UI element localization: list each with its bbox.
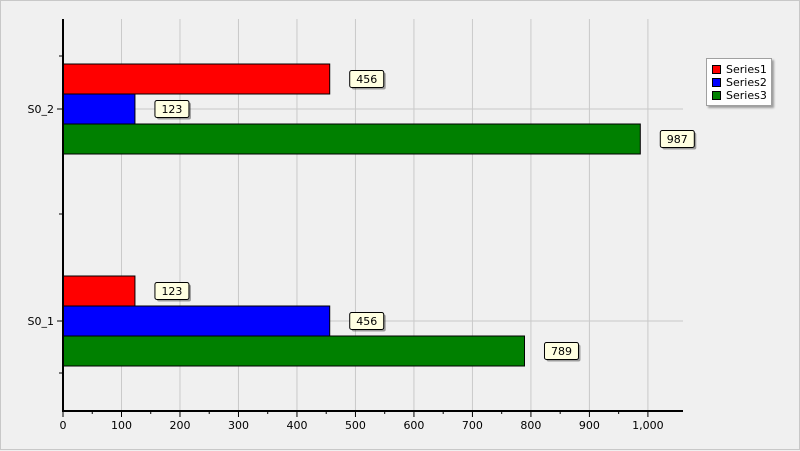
data-label-text: 456 <box>356 315 377 328</box>
data-label-series1-s0_2: 456 <box>349 70 386 90</box>
bar-series3-s0_1 <box>62 335 525 367</box>
x-tick-label: 400 <box>286 419 307 432</box>
data-labels: 123 456 789 456 123 987 <box>154 70 697 362</box>
x-tick-label: 500 <box>345 419 366 432</box>
legend-item-series2: Series2 <box>712 76 771 89</box>
legend: Series1 Series2 Series3 <box>706 58 772 106</box>
data-label-series1-s0_1: 123 <box>154 282 191 302</box>
bar-series1-s0_1 <box>62 275 136 307</box>
y-tick-label: S0_1 <box>28 315 54 328</box>
x-tick-label: 300 <box>228 419 249 432</box>
x-tick-label: 1,000 <box>632 419 664 432</box>
data-label-series2-s0_2: 123 <box>154 100 191 120</box>
x-tick-label: 700 <box>462 419 483 432</box>
legend-swatch-series2 <box>712 78 721 87</box>
data-label-series3-s0_1: 789 <box>543 342 581 362</box>
x-tick-label: 800 <box>520 419 541 432</box>
data-label-text: 789 <box>551 345 572 358</box>
legend-swatch-series1 <box>712 65 721 74</box>
data-label-box <box>154 282 190 300</box>
data-label-text: 987 <box>667 133 688 146</box>
y-tick-label: S0_2 <box>28 103 54 116</box>
bar-series1-s0_2 <box>62 63 331 95</box>
x-tick-label: 200 <box>169 419 190 432</box>
x-tick-label: 600 <box>403 419 424 432</box>
legend-label-series1: Series1 <box>726 63 767 76</box>
data-label-box <box>349 312 385 330</box>
bars <box>62 63 641 367</box>
legend-item-series1: Series1 <box>712 63 771 76</box>
axes: 0 100 200 300 400 500 600 700 800 900 1,000 S0_1 S0_… <box>28 19 683 432</box>
legend-swatch-series3 <box>712 91 721 100</box>
legend-label-series3: Series3 <box>726 89 767 102</box>
legend-label-series2: Series2 <box>726 76 767 89</box>
data-label-series2-s0_1: 456 <box>349 312 386 332</box>
x-tick-label: 0 <box>60 419 67 432</box>
data-label-box <box>543 342 579 360</box>
data-label-series3-s0_2: 987 <box>659 130 697 150</box>
bar-series2-s0_2 <box>62 93 136 125</box>
data-label-text: 456 <box>356 73 377 86</box>
data-label-box <box>154 100 190 118</box>
x-tick-label: 100 <box>111 419 132 432</box>
data-label-box <box>659 130 695 148</box>
bar-series3-s0_2 <box>62 123 641 155</box>
data-label-text: 123 <box>161 285 182 298</box>
bar-series2-s0_1 <box>62 305 331 337</box>
data-label-text: 123 <box>161 103 182 116</box>
x-tick-label: 900 <box>579 419 600 432</box>
data-label-box <box>349 70 385 88</box>
legend-item-series3: Series3 <box>712 89 771 102</box>
